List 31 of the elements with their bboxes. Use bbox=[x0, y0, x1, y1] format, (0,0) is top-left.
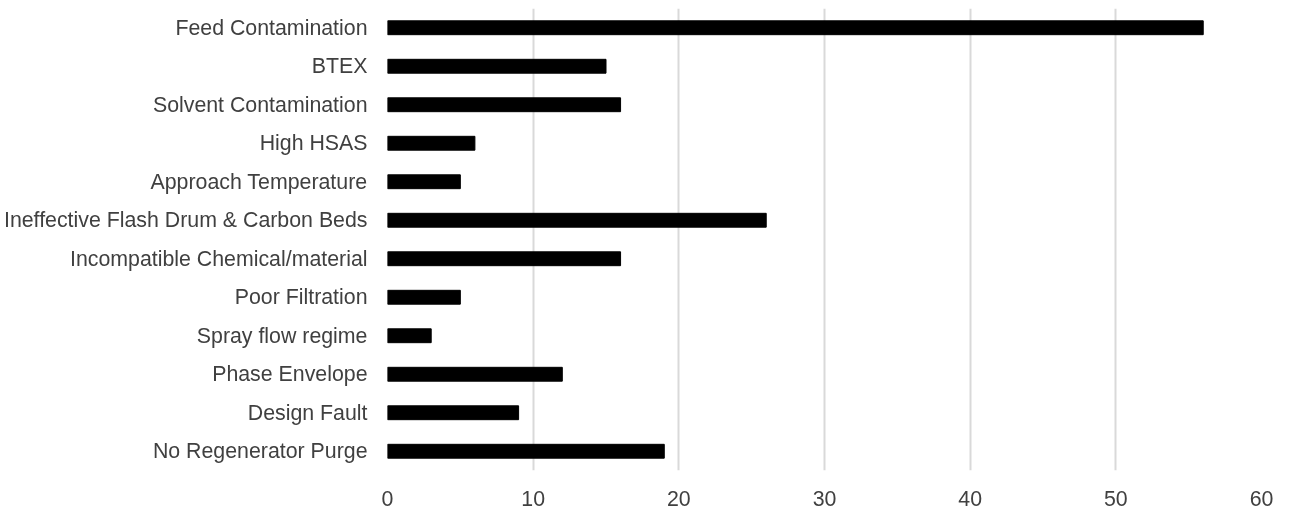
x-tick-label: 10 bbox=[521, 486, 546, 508]
y-tick-label: Incompatible Chemical/material bbox=[69, 246, 368, 271]
x-tick-label: 60 bbox=[1249, 486, 1274, 508]
bar bbox=[387, 251, 622, 267]
x-tick-label: 40 bbox=[958, 486, 983, 508]
y-tick-label: Design Fault bbox=[247, 400, 368, 425]
bar bbox=[387, 58, 607, 74]
y-tick-label: Feed Contamination bbox=[175, 15, 368, 40]
y-tick-label: Poor Filtration bbox=[234, 285, 368, 310]
x-tick-label: 20 bbox=[666, 486, 691, 508]
x-tick-label: 50 bbox=[1103, 486, 1128, 508]
bar bbox=[387, 20, 1204, 36]
bar bbox=[387, 135, 476, 151]
y-tick-label: Ineffective Flash Drum & Carbon Beds bbox=[3, 208, 368, 233]
y-tick-label: BTEX bbox=[311, 54, 368, 79]
bar bbox=[387, 405, 520, 421]
y-tick-label: High HSAS bbox=[259, 131, 368, 156]
bar bbox=[387, 366, 563, 382]
bar bbox=[387, 97, 622, 113]
y-tick-label: Approach Temperature bbox=[150, 169, 368, 194]
bar bbox=[387, 212, 767, 228]
bar bbox=[387, 174, 461, 190]
x-tick-label: 0 bbox=[381, 486, 394, 508]
bar bbox=[387, 443, 665, 459]
bar bbox=[387, 289, 461, 305]
bar bbox=[387, 328, 432, 344]
x-tick-label: 30 bbox=[812, 486, 837, 508]
y-tick-label: Phase Envelope bbox=[212, 362, 368, 387]
y-tick-label: Solvent Contamination bbox=[152, 92, 368, 117]
y-tick-label: Spray flow regime bbox=[196, 323, 368, 348]
y-tick-label: No Regenerator Purge bbox=[152, 439, 368, 464]
